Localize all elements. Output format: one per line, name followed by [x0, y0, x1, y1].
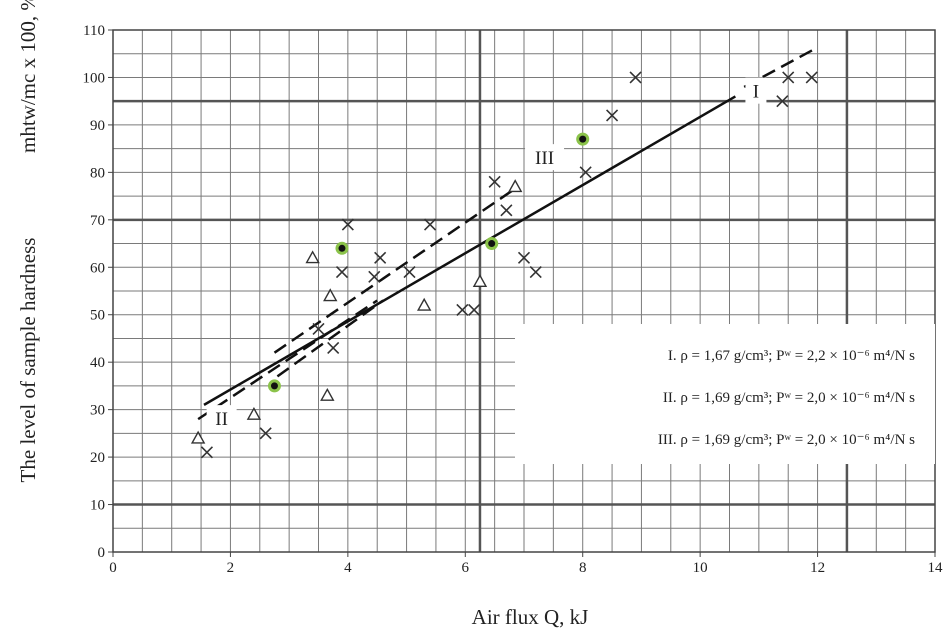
- data-point-x-mark: [259, 427, 272, 440]
- x-tick-label: 2: [227, 560, 235, 576]
- x-tick-label: 8: [579, 560, 587, 576]
- data-point-x-mark: [368, 270, 381, 283]
- data-point-x-mark: [606, 109, 619, 122]
- data-point-x-mark: [200, 446, 214, 459]
- data-point-x-mark: [374, 251, 387, 264]
- y-tick-label: 100: [83, 70, 106, 86]
- data-point-x-mark: [327, 341, 340, 355]
- data-point-x-mark: [312, 322, 325, 336]
- data-point-triangle: [472, 274, 488, 288]
- data-point-triangle: [320, 387, 335, 401]
- x-tick-label: 10: [693, 560, 708, 576]
- y-tick-label: 10: [90, 498, 105, 514]
- data-point-x-mark: [456, 303, 469, 317]
- trend-line-dashed: [197, 299, 378, 421]
- x-tick-label: 0: [109, 560, 117, 576]
- data-point-x-mark: [529, 265, 542, 279]
- x-tick-label: 6: [462, 560, 470, 576]
- x-tick-label: 14: [928, 560, 944, 576]
- data-point-triangle: [246, 406, 262, 420]
- data-point-dot: [270, 382, 278, 390]
- data-point-x-mark: [776, 95, 789, 108]
- curve-label: III: [535, 148, 554, 169]
- y-tick-label: 30: [90, 403, 105, 419]
- x-axis-label: Air flux Q, kJ: [472, 605, 589, 629]
- data-point-triangle: [190, 430, 206, 444]
- data-point-triangle: [508, 179, 523, 193]
- x-tick-label: 12: [810, 560, 825, 576]
- curve-label-background: [745, 77, 767, 104]
- data-point-x-mark: [488, 175, 501, 188]
- curve-label-background: [206, 405, 237, 432]
- data-point-x-mark: [341, 218, 354, 231]
- legend-entry: II. ρ = 1,69 g/cm³; Pʷ = 2,0 × 10⁻⁶ m⁴/N…: [663, 390, 915, 406]
- data-point-x-mark: [335, 265, 349, 279]
- y-tick-label: 90: [90, 118, 105, 134]
- legend-entry: III. ρ = 1,69 g/cm³; Pʷ = 2,0 × 10⁻⁶ m⁴/…: [658, 432, 915, 448]
- data-point-x-mark: [517, 251, 531, 264]
- axes: 0 2 4 6 8 10 12 14 0 10 20 30 40 50 60 70 80 90 100 110: [83, 23, 944, 576]
- y-tick-label: 80: [90, 165, 105, 181]
- data-point-x-mark: [782, 71, 795, 84]
- data-point-dot: [338, 244, 346, 252]
- y-tick-label: 70: [90, 213, 105, 229]
- y-tick-label: 40: [90, 355, 105, 371]
- trend-line-dashed: [276, 299, 384, 378]
- data-point-x-mark: [629, 71, 642, 84]
- legend-background: [515, 324, 935, 464]
- y-tick-label: 20: [90, 450, 105, 466]
- curve-label: II: [215, 409, 228, 430]
- data-points: [190, 71, 818, 459]
- data-point-triangle: [323, 288, 338, 302]
- trend-line-solid: [203, 95, 736, 406]
- plot-frame: [112, 29, 936, 553]
- y-axis-label: The level of sample hardness: [16, 238, 40, 483]
- data-point-x-mark: [403, 265, 416, 279]
- data-point-triangle: [305, 250, 320, 264]
- data-point-x-mark: [468, 303, 481, 317]
- data-point-triangle: [416, 297, 432, 311]
- y-tick-label: 110: [83, 23, 105, 39]
- y-tick-label: 60: [90, 260, 105, 276]
- data-point-x-mark: [805, 71, 818, 84]
- legend-entry: I. ρ = 1,67 g/cm³; Pʷ = 2,2 × 10⁻⁶ m⁴/N …: [668, 348, 915, 364]
- data-point-x-mark: [423, 218, 437, 231]
- y-tick-label: 0: [98, 545, 106, 561]
- x-tick-label: 4: [344, 560, 352, 576]
- data-point-dot: [579, 135, 587, 143]
- data-point-x-mark: [500, 204, 513, 217]
- legend: I. ρ = 1,67 g/cm³; Pʷ = 2,2 × 10⁻⁶ m⁴/N …: [515, 324, 935, 464]
- curve-label-background: [525, 144, 565, 171]
- curve-label: I: [753, 82, 759, 103]
- data-point-dot: [488, 240, 496, 248]
- y-axis-label-group: The level of sample hardness mhtw/mc x 1…: [16, 0, 40, 482]
- y-tick-label: 50: [90, 308, 105, 324]
- data-point-x-mark: [579, 166, 592, 179]
- y-axis-formula: mhtw/mc x 100, %: [16, 0, 40, 153]
